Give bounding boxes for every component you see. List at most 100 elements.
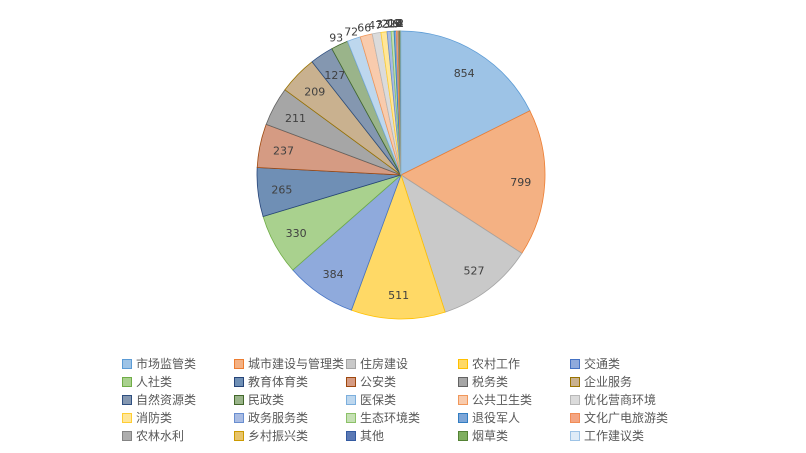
legend-label: 文化广电旅游类 bbox=[584, 411, 669, 425]
legend-item-3: 农村工作 bbox=[458, 355, 570, 372]
legend-label: 城市建设与管理类 bbox=[248, 357, 345, 371]
legend-item-21: 乡村振兴类 bbox=[234, 427, 346, 444]
legend-swatch bbox=[458, 430, 468, 441]
data-label-20: 6 bbox=[395, 17, 402, 30]
legend-label: 交通类 bbox=[584, 357, 621, 371]
data-label-21: 4 bbox=[396, 17, 403, 30]
data-label-4: 384 bbox=[323, 268, 344, 281]
legend-item-19: 文化广电旅游类 bbox=[570, 409, 682, 426]
legend-swatch bbox=[122, 394, 132, 405]
legend-label: 其他 bbox=[360, 429, 385, 443]
legend-swatch bbox=[458, 358, 468, 369]
pie-slice-0 bbox=[400, 30, 531, 176]
legend-label: 医保类 bbox=[360, 393, 397, 407]
legend-swatch bbox=[346, 376, 356, 387]
legend-item-22: 其他 bbox=[346, 427, 458, 444]
data-label-18: 12 bbox=[388, 17, 402, 30]
legend-swatch bbox=[234, 358, 244, 369]
legend-label: 公安类 bbox=[360, 375, 397, 389]
legend-swatch bbox=[234, 412, 244, 423]
data-label-6: 265 bbox=[271, 183, 292, 196]
legend-label: 市场监管类 bbox=[136, 357, 197, 371]
legend-item-10: 自然资源类 bbox=[122, 391, 234, 408]
legend-swatch bbox=[570, 412, 580, 423]
legend-label: 企业服务 bbox=[584, 375, 633, 389]
data-label-9: 209 bbox=[304, 86, 325, 99]
chart-legend: 市场监管类 城市建设与管理类 住房建设 农村工作 交通类人社类 教育体育类 公安类 税务类 企业… bbox=[122, 355, 722, 444]
legend-label: 自然资源类 bbox=[136, 393, 197, 407]
legend-item-15: 消防类 bbox=[122, 409, 234, 426]
legend-label: 退役军人 bbox=[472, 411, 521, 425]
legend-swatch bbox=[346, 358, 356, 369]
legend-item-13: 公共卫生类 bbox=[458, 391, 570, 408]
data-label-16: 22 bbox=[381, 18, 395, 31]
data-label-23: 2 bbox=[397, 17, 404, 30]
legend-item-4: 交通类 bbox=[570, 355, 682, 372]
data-label-13: 66 bbox=[357, 22, 371, 35]
legend-label: 住房建设 bbox=[360, 357, 409, 371]
legend-swatch bbox=[122, 376, 132, 387]
legend-swatch bbox=[570, 394, 580, 405]
legend-item-6: 教育体育类 bbox=[234, 373, 346, 390]
pie-slice-2 bbox=[400, 174, 523, 313]
legend-swatch bbox=[458, 376, 468, 387]
data-label-3: 511 bbox=[388, 289, 409, 302]
legend-swatch bbox=[458, 394, 468, 405]
legend-item-18: 退役军人 bbox=[458, 409, 570, 426]
legend-item-9: 企业服务 bbox=[570, 373, 682, 390]
legend-item-0: 市场监管类 bbox=[122, 355, 234, 372]
legend-item-2: 住房建设 bbox=[346, 355, 458, 372]
legend-label: 农林水利 bbox=[136, 429, 185, 443]
legend-label: 公共卫生类 bbox=[472, 393, 533, 407]
legend-label: 教育体育类 bbox=[248, 375, 309, 389]
legend-swatch bbox=[346, 430, 356, 441]
data-label-5: 330 bbox=[286, 227, 307, 240]
data-label-17: 16 bbox=[385, 17, 399, 30]
legend-swatch bbox=[346, 394, 356, 405]
pie-slice-1 bbox=[400, 110, 546, 254]
legend-item-1: 城市建设与管理类 bbox=[234, 355, 346, 372]
legend-label: 生态环境类 bbox=[360, 411, 421, 425]
legend-label: 政务服务类 bbox=[248, 411, 309, 425]
legend-swatch bbox=[458, 412, 468, 423]
legend-item-14: 优化营商环境 bbox=[570, 391, 682, 408]
pie-slices bbox=[256, 30, 546, 320]
legend-swatch bbox=[570, 376, 580, 387]
data-label-22: 3 bbox=[397, 17, 404, 30]
legend-label: 人社类 bbox=[136, 375, 173, 389]
legend-item-16: 政务服务类 bbox=[234, 409, 346, 426]
legend-item-20: 农林水利 bbox=[122, 427, 234, 444]
legend-item-23: 烟草类 bbox=[458, 427, 570, 444]
legend-item-7: 公安类 bbox=[346, 373, 458, 390]
pie-slice-3 bbox=[350, 173, 446, 320]
data-label-7: 237 bbox=[273, 145, 294, 158]
legend-item-5: 人社类 bbox=[122, 373, 234, 390]
legend-swatch bbox=[346, 412, 356, 423]
legend-label: 民政类 bbox=[248, 393, 285, 407]
legend-label: 烟草类 bbox=[472, 429, 509, 443]
legend-item-24: 工作建议类 bbox=[570, 427, 682, 444]
data-label-19: 9 bbox=[394, 17, 401, 30]
data-label-2: 527 bbox=[464, 264, 485, 277]
legend-swatch bbox=[234, 376, 244, 387]
data-label-10: 127 bbox=[324, 69, 345, 82]
legend-swatch bbox=[570, 430, 580, 441]
legend-label: 消防类 bbox=[136, 411, 173, 425]
legend-swatch bbox=[570, 358, 580, 369]
data-label-1: 799 bbox=[510, 176, 531, 189]
legend-item-17: 生态环境类 bbox=[346, 409, 458, 426]
data-label-0: 854 bbox=[454, 67, 475, 80]
legend-swatch bbox=[122, 412, 132, 423]
legend-label: 优化营商环境 bbox=[584, 393, 657, 407]
legend-item-12: 医保类 bbox=[346, 391, 458, 408]
legend-swatch bbox=[234, 394, 244, 405]
legend-item-8: 税务类 bbox=[458, 373, 570, 390]
legend-label: 农村工作 bbox=[472, 357, 521, 371]
data-label-14: 47 bbox=[368, 19, 382, 32]
data-label-12: 72 bbox=[344, 25, 358, 38]
data-label-11: 93 bbox=[329, 32, 343, 45]
legend-swatch bbox=[234, 430, 244, 441]
